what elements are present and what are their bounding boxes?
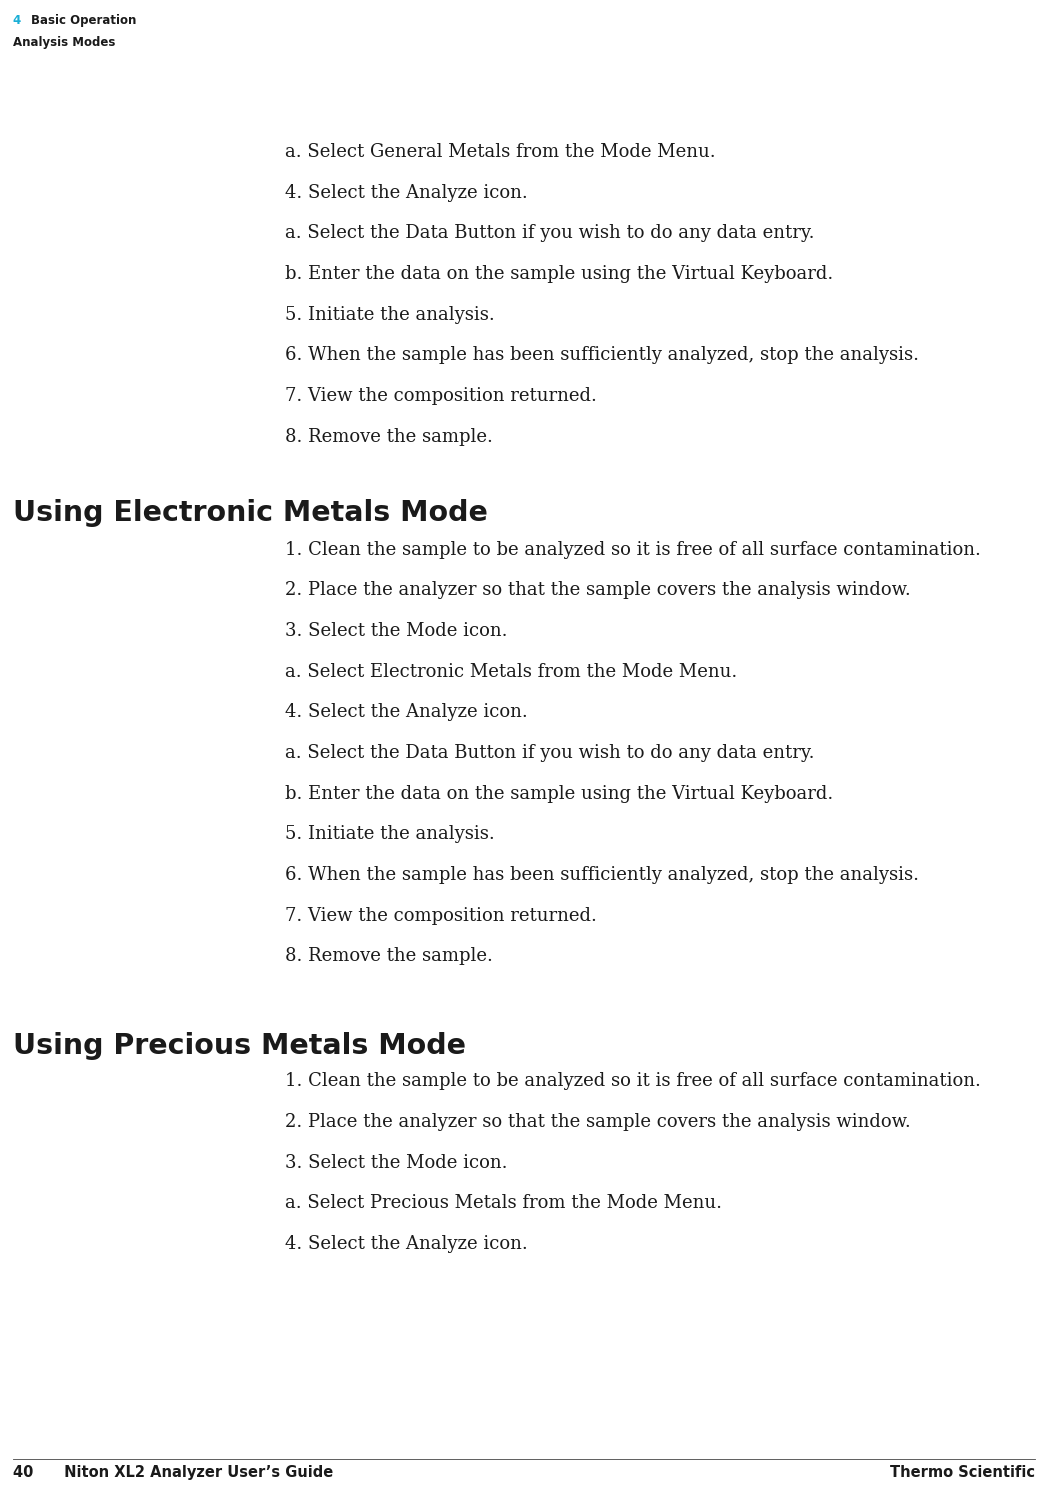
- Text: 7. View the composition returned.: 7. View the composition returned.: [285, 387, 597, 405]
- Text: 1. Clean the sample to be analyzed so it is free of all surface contamination.: 1. Clean the sample to be analyzed so it…: [285, 541, 981, 559]
- Text: Thermo Scientific: Thermo Scientific: [891, 1465, 1035, 1480]
- Text: Analysis Modes: Analysis Modes: [13, 36, 115, 50]
- Text: 5. Initiate the analysis.: 5. Initiate the analysis.: [285, 306, 495, 324]
- Text: b. Enter the data on the sample using the Virtual Keyboard.: b. Enter the data on the sample using th…: [285, 785, 833, 803]
- Text: 3. Select the Mode icon.: 3. Select the Mode icon.: [285, 1154, 507, 1172]
- Text: 4. Select the Analyze icon.: 4. Select the Analyze icon.: [285, 1235, 528, 1253]
- Text: a. Select General Metals from the Mode Menu.: a. Select General Metals from the Mode M…: [285, 143, 716, 161]
- Text: 4. Select the Analyze icon.: 4. Select the Analyze icon.: [285, 703, 528, 721]
- Text: 8. Remove the sample.: 8. Remove the sample.: [285, 947, 493, 965]
- Text: 6. When the sample has been sufficiently analyzed, stop the analysis.: 6. When the sample has been sufficiently…: [285, 346, 919, 364]
- Text: a. Select the Data Button if you wish to do any data entry.: a. Select the Data Button if you wish to…: [285, 224, 814, 242]
- Text: 6. When the sample has been sufficiently analyzed, stop the analysis.: 6. When the sample has been sufficiently…: [285, 866, 919, 884]
- Text: 4. Select the Analyze icon.: 4. Select the Analyze icon.: [285, 184, 528, 202]
- Text: a. Select the Data Button if you wish to do any data entry.: a. Select the Data Button if you wish to…: [285, 744, 814, 762]
- Text: 2. Place the analyzer so that the sample covers the analysis window.: 2. Place the analyzer so that the sample…: [285, 581, 911, 599]
- Text: Basic Operation: Basic Operation: [31, 15, 137, 27]
- Text: 8. Remove the sample.: 8. Remove the sample.: [285, 428, 493, 446]
- Text: Using Electronic Metals Mode: Using Electronic Metals Mode: [13, 500, 487, 527]
- Text: b. Enter the data on the sample using the Virtual Keyboard.: b. Enter the data on the sample using th…: [285, 265, 833, 283]
- Text: a. Select Precious Metals from the Mode Menu.: a. Select Precious Metals from the Mode …: [285, 1194, 722, 1212]
- Text: 3. Select the Mode icon.: 3. Select the Mode icon.: [285, 622, 507, 640]
- Text: 5. Initiate the analysis.: 5. Initiate the analysis.: [285, 825, 495, 843]
- Text: 40      Niton XL2 Analyzer User’s Guide: 40 Niton XL2 Analyzer User’s Guide: [13, 1465, 333, 1480]
- Text: a. Select Electronic Metals from the Mode Menu.: a. Select Electronic Metals from the Mod…: [285, 663, 738, 681]
- Text: 1. Clean the sample to be analyzed so it is free of all surface contamination.: 1. Clean the sample to be analyzed so it…: [285, 1072, 981, 1090]
- Text: Using Precious Metals Mode: Using Precious Metals Mode: [13, 1032, 465, 1060]
- Text: 2. Place the analyzer so that the sample covers the analysis window.: 2. Place the analyzer so that the sample…: [285, 1113, 911, 1131]
- Text: 7. View the composition returned.: 7. View the composition returned.: [285, 907, 597, 925]
- Text: 4: 4: [13, 15, 21, 27]
